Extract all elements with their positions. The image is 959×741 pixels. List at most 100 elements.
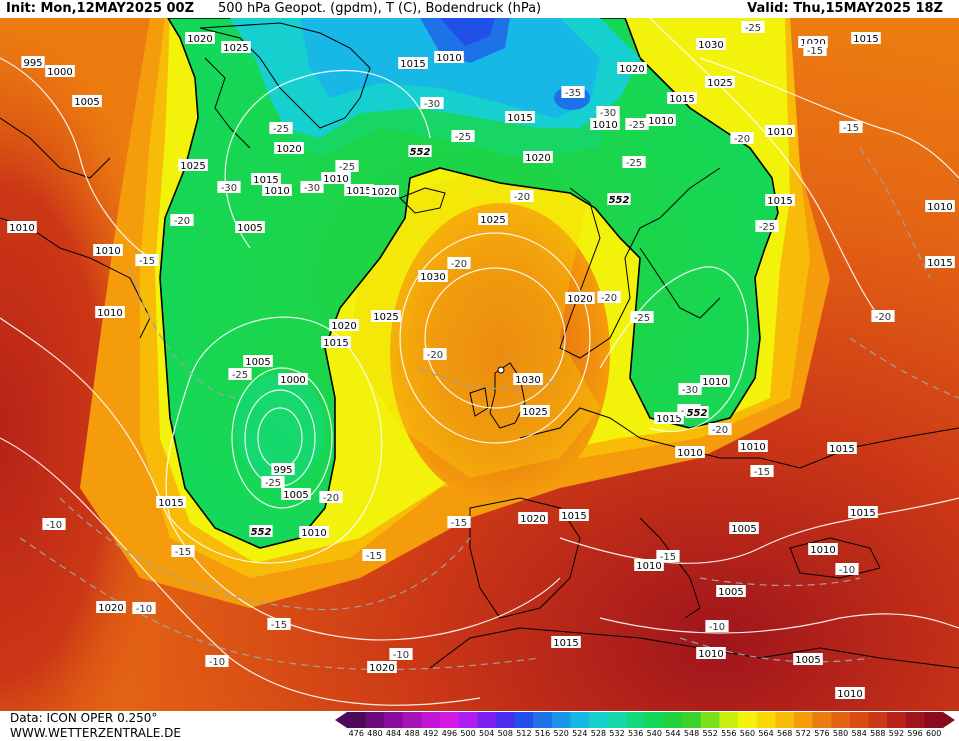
isotherm-label: -25 (622, 156, 646, 169)
svg-text:-15: -15 (660, 552, 676, 563)
svg-text:1030: 1030 (698, 40, 723, 51)
isotherm-label: -20 (708, 423, 732, 436)
isotherm-label: -10 (42, 518, 66, 531)
svg-text:1005: 1005 (718, 587, 743, 598)
svg-text:-30: -30 (304, 183, 320, 194)
svg-text:1010: 1010 (927, 202, 952, 213)
isobar-label: 1010 (262, 184, 292, 197)
isobar-label: 1020 (367, 661, 397, 674)
isotherm-label: -20 (447, 257, 471, 270)
svg-text:1025: 1025 (373, 312, 398, 323)
legend-swatch (514, 712, 534, 728)
svg-text:552: 552 (609, 195, 630, 206)
svg-text:1020: 1020 (276, 144, 301, 155)
legend-tick-label: 492 (423, 729, 439, 738)
svg-text:1020: 1020 (371, 187, 396, 198)
svg-text:1025: 1025 (180, 161, 205, 172)
legend-tick-label: 596 (907, 729, 923, 738)
isobar-label: 1020 (523, 151, 553, 164)
isobar-label: 1010 (700, 375, 730, 388)
svg-text:1020: 1020 (331, 321, 356, 332)
legend-tick-label: 496 (441, 729, 458, 738)
legend-tick-label: 568 (777, 729, 793, 738)
isobar-label: 1030 (696, 38, 726, 51)
isotherm-label: -15 (362, 549, 386, 562)
legend-tick-label: 536 (628, 729, 644, 738)
svg-text:-25: -25 (759, 222, 775, 233)
legend-swatch (887, 712, 907, 728)
isotherm-label: -20 (730, 132, 754, 145)
isobar-label: 1030 (418, 270, 448, 283)
legend-tick-label: 480 (367, 729, 383, 738)
valid-time-label: Valid: Thu,15MAY2025 18Z (747, 1, 943, 16)
svg-text:-20: -20 (427, 350, 443, 361)
legend-tick-label: 512 (516, 729, 532, 738)
svg-text:1015: 1015 (850, 508, 875, 519)
ridge-band (350, 158, 600, 478)
svg-text:1005: 1005 (731, 524, 756, 535)
legend-swatch (812, 712, 832, 728)
isotherm-label: -20 (597, 291, 621, 304)
svg-text:-20: -20 (712, 425, 728, 436)
svg-text:552: 552 (687, 408, 708, 419)
svg-text:1020: 1020 (98, 603, 123, 614)
svg-text:-15: -15 (754, 467, 770, 478)
isobar-label: 1020 (518, 512, 548, 525)
isobar-label: 1005 (793, 653, 823, 666)
legend-swatch (384, 712, 404, 728)
svg-text:-20: -20 (601, 293, 617, 304)
isobar-label: 1015 (827, 442, 857, 455)
isobar-label: 1010 (590, 118, 620, 131)
isobar-label: 1005 (243, 355, 273, 368)
legend-tick-label: 520 (553, 729, 569, 738)
isotherm-label: -20 (510, 190, 534, 203)
svg-text:1015: 1015 (400, 59, 425, 70)
svg-text:1025: 1025 (223, 43, 248, 54)
isobar-label: 1025 (478, 213, 508, 226)
isotherm-label: -15 (750, 465, 774, 478)
isobar-label: 1025 (705, 76, 735, 89)
svg-text:1020: 1020 (187, 34, 212, 45)
svg-text:1005: 1005 (74, 97, 99, 108)
isobar-label: 1010 (95, 306, 125, 319)
svg-text:1015: 1015 (323, 338, 348, 349)
svg-text:-10: -10 (46, 520, 62, 531)
svg-text:1010: 1010 (97, 308, 122, 319)
isobar-label: 1010 (93, 244, 123, 257)
isotherm-label: -30 (217, 181, 241, 194)
isobar-label: 1005 (72, 95, 102, 108)
svg-text:1020: 1020 (800, 38, 825, 49)
svg-text:995: 995 (273, 465, 292, 476)
geopotential-label: 552 (607, 193, 631, 206)
svg-text:1015: 1015 (767, 196, 792, 207)
svg-text:1010: 1010 (767, 127, 792, 138)
cold-core-dark-blue (440, 18, 495, 46)
legend-swatch (924, 712, 944, 728)
svg-text:1025: 1025 (522, 407, 547, 418)
svg-text:995: 995 (23, 58, 42, 69)
svg-text:1000: 1000 (47, 67, 72, 78)
svg-text:-25: -25 (265, 478, 281, 489)
isotherm-label: -15 (839, 121, 863, 134)
isotherm-label: -20 (170, 214, 194, 227)
svg-text:1010: 1010 (677, 448, 702, 459)
isobar-label: 1005 (235, 221, 265, 234)
isotherm-label: -20 (871, 310, 895, 323)
svg-text:-15: -15 (843, 123, 859, 134)
svg-text:-25: -25 (273, 124, 289, 135)
svg-text:1010: 1010 (837, 689, 862, 700)
weather-map: 1020102599510001005102510151010102010101… (0, 18, 959, 711)
legend-swatch (440, 712, 460, 728)
svg-text:-30: -30 (682, 385, 698, 396)
svg-text:1015: 1015 (253, 175, 278, 186)
svg-text:1000: 1000 (280, 375, 305, 386)
legend-swatch (402, 712, 422, 728)
isotherm-label: -10 (705, 620, 729, 633)
isobar-label: 1010 (434, 51, 464, 64)
isotherm-lines (19, 147, 959, 671)
svg-text:-10: -10 (136, 604, 152, 615)
isobar-label: 1020 (369, 185, 399, 198)
isotherm-labels: -35 -30 -30 -25 -25 -25 -25 -30 -30 -20 -25 -20 -15 -… (42, 21, 895, 668)
legend-tick-label: 580 (832, 729, 849, 738)
svg-text:1030: 1030 (515, 375, 540, 386)
